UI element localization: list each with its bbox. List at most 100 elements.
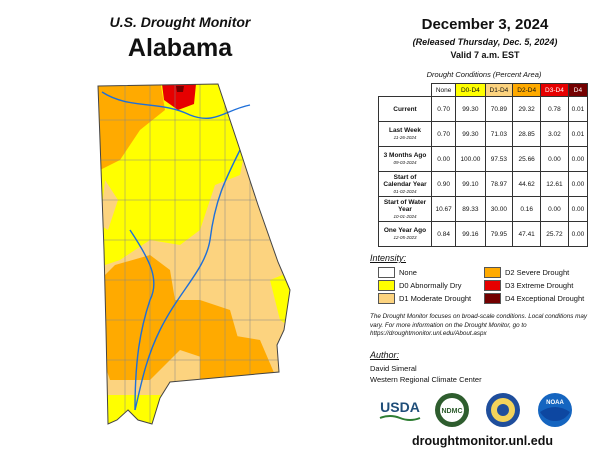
row-name: Current: [393, 105, 417, 113]
table-cell: 47.41: [512, 221, 542, 247]
table-cell: 0.70: [430, 121, 457, 147]
table-cell: 0.01: [567, 121, 589, 147]
title: U.S. Drought Monitor: [109, 14, 251, 30]
legend-label: D4 Exceptional Drought: [505, 294, 585, 303]
legend-swatch: [484, 280, 501, 291]
table-row: Current 0.70 99.30 70.89 29.32 0.78 0.01: [378, 96, 589, 122]
table-cell: 0.00: [567, 171, 589, 197]
row-label: Current: [378, 96, 432, 122]
table-row: One Year Ago 12-05-2023 0.84 99.16 79.95 47.4…: [378, 221, 589, 247]
row-name: Last Week: [388, 127, 422, 134]
table-cell: 44.62: [512, 171, 542, 197]
map-date: December 3, 2024: [421, 16, 549, 33]
table-row: Start of Calendar Year 01-02-2024 0.90 99.1…: [378, 171, 589, 197]
table-cell: 25.72: [540, 221, 569, 247]
state-name: Alabama: [127, 34, 233, 62]
row-label: 3 Months Ago 09-03-2024: [378, 146, 432, 172]
logos: USDA NDMC NOAA: [379, 393, 572, 427]
table-cell: 0.70: [430, 96, 457, 122]
usda-logo: USDA: [379, 399, 421, 421]
table-cell: 0.00: [567, 196, 589, 222]
table-cell: 0.00: [540, 196, 569, 222]
table-cell: 0.84: [430, 221, 457, 247]
table-cell: 89.33: [455, 196, 486, 222]
table-cell: 100.00: [455, 146, 486, 172]
table-caption: Drought Conditions (Percent Area): [426, 70, 542, 79]
valid-time: Valid 7 a.m. EST: [450, 50, 520, 60]
legend-item: D0 Abnormally Dry: [378, 279, 484, 292]
table-cell: 0.00: [567, 146, 589, 172]
table-cell: 99.30: [455, 96, 486, 122]
table-cell: 0.00: [567, 221, 589, 247]
table-cell: 3.02: [540, 121, 569, 147]
table-row: Last Week 11-26-2024 0.70 99.30 71.03 28.85 3.…: [378, 121, 589, 147]
logo-text: NOAA: [546, 400, 564, 406]
column-header: D2-D4: [512, 83, 542, 97]
legend-swatch: [378, 267, 395, 278]
table-cell: 25.66: [512, 146, 542, 172]
legend-item: D2 Severe Drought: [484, 266, 598, 279]
release-date: (Released Thursday, Dec. 5, 2024): [412, 37, 558, 47]
header-row: None D0-D4 D1-D4 D2-D4 D3-D4 D4: [379, 83, 589, 97]
table-cell: 30.00: [484, 196, 514, 222]
row-date: 09-03-2024: [393, 160, 417, 165]
table-cell: 70.89: [484, 96, 514, 122]
column-header: None: [430, 83, 457, 97]
column-header: D0-D4: [455, 83, 486, 97]
table-cell: 99.16: [455, 221, 486, 247]
row-label: Start of Water Year 10-01-2024: [378, 196, 432, 222]
legend-item: D4 Exceptional Drought: [484, 292, 598, 305]
table-cell: 10.67: [430, 196, 457, 222]
row-label: One Year Ago 12-05-2023: [378, 221, 432, 247]
website: droughtmonitor.unl.edu: [412, 434, 553, 448]
noaa-logo: NOAA: [538, 393, 572, 427]
column-header: D4: [567, 83, 589, 97]
legend-item: D1 Moderate Drought: [378, 292, 484, 305]
legend-item: None: [378, 266, 484, 279]
legend-item: D3 Extreme Drought: [484, 279, 598, 292]
table-cell: 97.53: [484, 146, 514, 172]
table-cell: 0.00: [540, 146, 569, 172]
row-label: Start of Calendar Year 01-02-2024: [378, 171, 432, 197]
table-cell: 71.03: [484, 121, 514, 147]
logo-text: NDMC: [442, 408, 463, 415]
author-affiliation: Western Regional Climate Center: [370, 375, 482, 384]
table-cell: 79.95: [484, 221, 514, 247]
table-cell: 0.90: [430, 171, 457, 197]
legend-swatch: [484, 267, 501, 278]
legend-swatch: [378, 280, 395, 291]
table-cell: 28.85: [512, 121, 542, 147]
doc-seal: [486, 393, 520, 427]
state-outline: [97, 83, 291, 425]
row-name: Start of Water Year: [383, 198, 427, 213]
corner-cell: [379, 84, 432, 97]
table-row: 3 Months Ago 09-03-2024 0.00 100.00 97.53 25.…: [378, 146, 589, 172]
table-cell: 0.00: [430, 146, 457, 172]
drought-areas: [98, 84, 290, 424]
legend: None D0 Abnormally Dry D1 Moderate Drought…: [378, 266, 598, 305]
ndmc-logo: NDMC: [435, 393, 469, 427]
rivers: [101, 91, 251, 411]
row-date: 01-02-2024: [393, 188, 417, 194]
table-cell: 99.10: [455, 171, 486, 197]
row-date: 11-26-2024: [393, 135, 417, 140]
table-cell: 12.61: [540, 171, 569, 197]
logo-text: USDA: [380, 399, 420, 415]
column-header: D1-D4: [484, 83, 514, 97]
note: The Drought Monitor focuses on broad-sca…: [370, 313, 588, 337]
column-header: D3-D4: [540, 83, 569, 97]
row-name: 3 Months Ago: [383, 152, 427, 159]
legend-label: D3 Extreme Drought: [505, 281, 574, 290]
table-cell: 29.32: [512, 96, 542, 122]
table-cell: 0.01: [567, 96, 589, 122]
table-cell: 0.16: [512, 196, 542, 222]
row-date: 10-01-2024: [393, 213, 417, 219]
legend-label: D0 Abnormally Dry: [399, 281, 462, 290]
table-cell: 99.30: [455, 121, 486, 147]
author-name: David Simeral: [370, 364, 417, 373]
conditions-table: None D0-D4 D1-D4 D2-D4 D3-D4 D4 Current 0.70 99.…: [378, 83, 589, 247]
county-lines: [100, 84, 290, 424]
legend-swatch: [378, 293, 395, 304]
legend-label: None: [399, 268, 417, 277]
